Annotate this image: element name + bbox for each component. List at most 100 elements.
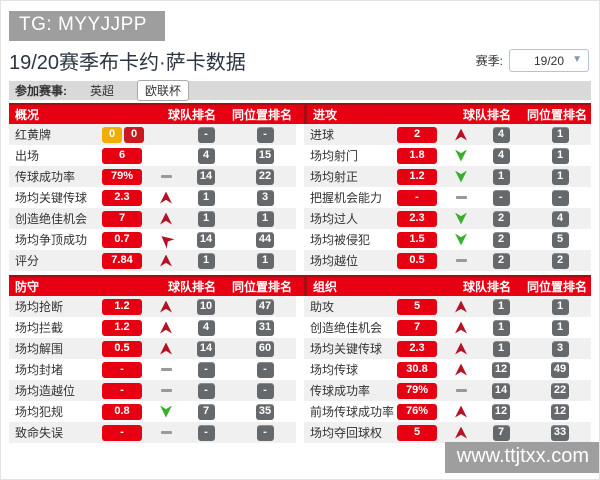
stat-value-cell: 7 [102, 210, 154, 227]
team-rank-badge: 1 [492, 168, 510, 185]
panel-2: 进攻 球队排名 同位置排名 进球 2 4 1 场均射门 1.8 4 1 场均射正 1.2 1 1 把握机会能力… [304, 103, 591, 271]
team-rank-cell: 1 [473, 319, 529, 336]
stat-label: 场均解围 [15, 342, 64, 356]
position-rank-badge: 1 [551, 319, 569, 336]
position-rank-cell: 1 [529, 168, 591, 185]
stat-row: 场均过人 2.3 2 4 [304, 208, 591, 229]
position-rank-badge: 1 [551, 168, 569, 185]
stat-label: 场均过人 [310, 212, 359, 226]
trend-cell [449, 405, 473, 418]
stat-label: 把握机会能力 [310, 191, 383, 205]
value-badge: 0.5 [397, 252, 437, 269]
position-rank-badge: - [551, 189, 569, 206]
column-header-position-rank: 同位置排名 [231, 108, 292, 122]
value-badge: 5 [397, 298, 437, 315]
position-rank-cell: 1 [529, 147, 591, 164]
team-rank-cell: 7 [178, 403, 234, 420]
position-rank-badge: 47 [255, 298, 275, 315]
value-badge: 7 [102, 210, 142, 227]
trend-flat-icon [160, 368, 172, 371]
season-select[interactable]: 19/20 ▼ [509, 49, 589, 72]
value-badge: 79% [102, 168, 142, 185]
trend-cell [154, 389, 178, 392]
value-badge: 30.8 [397, 361, 437, 378]
team-rank-badge: - [197, 126, 215, 143]
trend-up-icon [455, 363, 467, 376]
position-rank-cell: 3 [234, 189, 296, 206]
position-rank-cell: 35 [234, 403, 296, 420]
trend-up-icon [455, 405, 467, 418]
value-badge: 2.3 [397, 340, 437, 357]
stat-value-cell: 2 [397, 126, 449, 143]
stat-label: 创造绝佳机会 [310, 321, 383, 335]
competition-tabs: 参加赛事: 英超 欧联杯 [9, 80, 591, 101]
team-rank-cell: 4 [473, 147, 529, 164]
stat-label: 进球 [310, 128, 335, 142]
stat-row: 场均拦截 1.2 4 31 [9, 317, 296, 338]
trend-down-icon [160, 405, 172, 418]
value-badge: 2.3 [102, 189, 142, 206]
position-rank-cell: 31 [234, 319, 296, 336]
stat-label: 前场传球成功率 [310, 405, 395, 419]
position-rank-badge: 33 [550, 424, 570, 441]
trend-cell [154, 300, 178, 313]
position-rank-cell: 4 [529, 210, 591, 227]
tab-premier-league[interactable]: 英超 [90, 84, 115, 98]
stat-value-cell: 79% [102, 168, 154, 185]
trend-cell [449, 426, 473, 439]
position-rank-cell: 1 [234, 252, 296, 269]
team-rank-badge: - [197, 382, 215, 399]
stat-row: 致命失误 - - - [9, 422, 296, 443]
team-rank-cell: 10 [178, 298, 234, 315]
team-rank-badge: 14 [196, 231, 216, 248]
team-rank-badge: 1 [492, 340, 510, 357]
value-badge: 76% [397, 403, 437, 420]
team-rank-cell: 14 [473, 382, 529, 399]
stat-row: 场均夺回球权 5 7 33 [304, 422, 591, 443]
stat-label: 出场 [15, 149, 40, 163]
season-value: 19/20 [533, 53, 565, 68]
trend-cell [449, 212, 473, 225]
trend-up-icon [160, 212, 172, 225]
panel-title: 概况 [15, 108, 40, 122]
panel-header: 进攻 球队排名 同位置排名 [304, 103, 591, 124]
stat-value-cell: 1.8 [397, 147, 449, 164]
position-rank-badge: 1 [551, 147, 569, 164]
stat-value-cell: 5 [397, 424, 449, 441]
stat-label: 红黄牌 [15, 128, 52, 142]
position-rank-cell: 1 [529, 319, 591, 336]
trend-cell [449, 196, 473, 199]
trend-flat-icon [455, 259, 467, 262]
value-badge: 1.8 [397, 147, 437, 164]
trend-down-icon [455, 233, 467, 246]
trend-cell [154, 321, 178, 334]
trend-up-icon [160, 342, 172, 355]
stat-value-cell: 0.8 [102, 403, 154, 420]
stat-value-cell: 1.2 [397, 168, 449, 185]
team-rank-badge: 1 [197, 210, 215, 227]
tab-europa-league[interactable]: 欧联杯 [137, 80, 190, 101]
page-title: 19/20赛季布卡约·萨卡数据 [9, 52, 246, 74]
stat-value-cell: 0.7 [102, 231, 154, 248]
stat-label: 场均传球 [310, 363, 359, 377]
stat-value-cell: 1.2 [102, 298, 154, 315]
position-rank-badge: 22 [255, 168, 275, 185]
stat-label: 场均越位 [310, 254, 359, 268]
trend-flat-icon [160, 175, 172, 178]
team-rank-cell: 14 [178, 231, 234, 248]
team-rank-cell: - [178, 126, 234, 143]
position-rank-cell: 44 [234, 231, 296, 248]
value-badge: 0.8 [102, 403, 142, 420]
season-label: 赛季: [475, 54, 503, 68]
panels-grid: 概况 球队排名 同位置排名 红黄牌 0 0- - 出场 6 4 15 传球成功率 79% 14 22 场均关键… [9, 103, 591, 443]
stat-row: 场均射门 1.8 4 1 [304, 145, 591, 166]
stat-row: 红黄牌 0 0 - - [9, 124, 296, 145]
trend-cell [449, 149, 473, 162]
trend-cell [449, 342, 473, 355]
stat-label: 场均射正 [310, 170, 359, 184]
trend-up-icon [455, 300, 467, 313]
position-rank-cell: - [529, 189, 591, 206]
stat-value-cell: - [102, 424, 154, 441]
chevron-down-icon: ▼ [572, 54, 582, 65]
position-rank-cell: 33 [529, 424, 591, 441]
